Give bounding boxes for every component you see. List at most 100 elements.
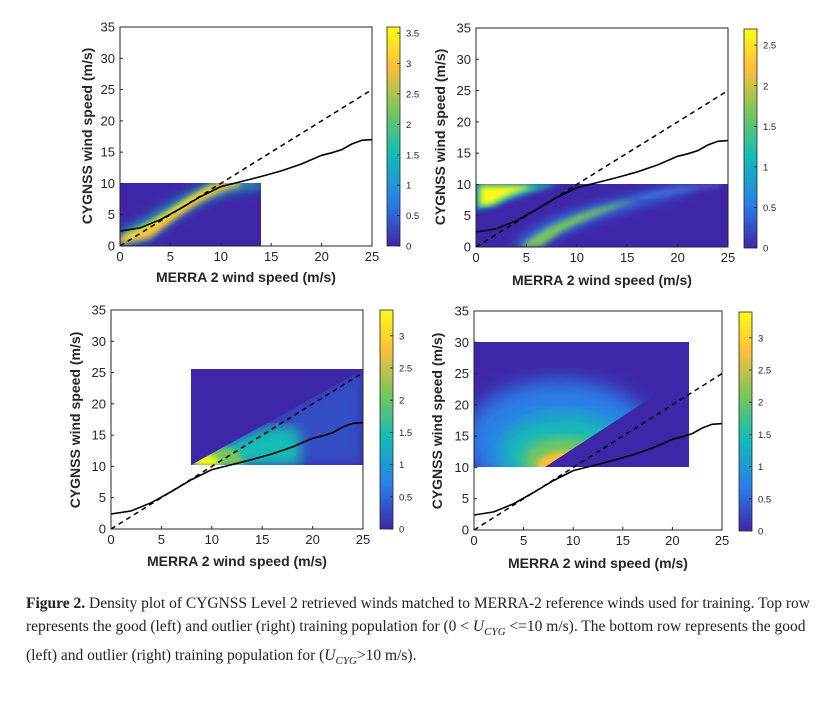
colorbar [743,28,758,249]
figure-caption: Figure 2. Density plot of CYGNSS Level 2… [26,592,816,673]
y-axis-label: CYGNSS wind speed (m/s) [67,332,83,509]
mean-wind-curve [119,138,373,232]
y-tick-label: 20 [92,396,106,411]
mean-curve-path [119,138,373,232]
one-to-one-dashed [475,89,729,248]
x-axis-label: MERRA 2 wind speed (m/s) [147,553,327,569]
colorbar-tick-label: 2 [763,81,768,92]
caption-text-1: Density plot of CYGNSS Level 2 retrieved… [26,595,810,635]
x-tick-label: 25 [721,250,735,265]
colorbar-tick-label: 2 [399,396,404,407]
colorbar [379,309,394,530]
colorbar-ticks: 0 0.5 1 1.5 2 2.5 [754,41,776,255]
colorbar-ticks: 0 0.5 1 1.5 2 2.5 3 [390,331,412,536]
one-to-one-dashed [473,372,723,531]
y-tick-label: 35 [457,21,471,36]
colorbar-tick-label: 2 [758,398,763,409]
y-tick-label: 0 [462,523,469,538]
x-axis-ticks: 0 5 10 15 20 25 [472,244,735,265]
x-axis-ticks: 0 5 10 15 20 25 [116,243,379,264]
y-tick-label: 25 [101,82,115,97]
x-axis-label: MERRA 2 wind speed (m/s) [512,272,692,288]
y-tick-label: 30 [92,334,106,349]
x-axis-ticks: 0 5 10 15 20 25 [470,527,729,548]
y-tick-label: 35 [101,20,115,35]
x-tick-label: 5 [520,533,527,548]
x-tick-label: 15 [616,533,630,548]
y-tick-label: 35 [455,304,469,319]
mean-curve-path [475,139,729,233]
colorbar [386,26,401,247]
colorbar-tick-label: 0.5 [399,492,412,503]
y-tick-label: 20 [101,113,115,128]
x-tick-label: 20 [305,532,319,547]
caption-variable: UCYG [472,618,506,639]
x-tick-label: 25 [715,533,729,548]
y-axis-ticks: 0 5 10 15 20 25 30 35 [457,21,479,255]
x-axis-label: MERRA 2 wind speed (m/s) [508,555,688,571]
x-tick-label: 15 [264,249,278,264]
y-tick-label: 30 [101,51,115,66]
x-axis-ticks: 0 5 10 15 20 25 [107,526,370,547]
y-tick-label: 10 [457,177,471,192]
one-to-one-line [119,88,373,247]
y-tick-label: 5 [464,208,471,223]
colorbar-tick-label: 2.5 [758,365,771,376]
colorbar-tick-label: 2.5 [399,363,412,374]
y-tick-label: 15 [455,429,469,444]
one-to-one-dashed [119,88,373,247]
colorbar-tick-label: 1.5 [758,430,771,441]
x-axis-label: MERRA 2 wind speed (m/s) [156,269,336,285]
y-tick-label: 15 [92,428,106,443]
y-tick-label: 0 [99,522,106,537]
colorbar-tick-label: 1 [406,181,411,192]
x-tick-label: 10 [205,532,219,547]
caption-label: Figure 2. [26,595,86,612]
y-tick-label: 25 [455,366,469,381]
colorbar-ticks: 0 0.5 1 1.5 2 2.5 3 3.5 [397,29,419,253]
x-tick-label: 20 [665,533,679,548]
y-tick-label: 20 [457,114,471,129]
y-tick-label: 0 [108,239,115,254]
y-axis-ticks: 0 5 10 15 20 25 30 35 [92,303,114,537]
y-tick-label: 5 [108,207,115,222]
x-tick-label: 10 [214,249,228,264]
one-to-one-line [473,372,723,531]
colorbar-tick-label: 1 [763,162,768,173]
axes-frame [473,310,723,531]
density-heatmap [474,342,689,467]
y-tick-label: 10 [92,459,106,474]
y-tick-label: 10 [455,460,469,475]
mean-wind-curve [110,421,364,515]
colorbar-ticks: 0 0.5 1 1.5 2 2.5 3 [749,333,771,538]
y-axis-ticks: 0 5 10 15 20 25 30 35 [455,304,477,538]
colorbar-tick-label: 3 [399,331,404,342]
axes-frame [119,26,373,247]
colorbar-tick-label: 1.5 [763,122,776,133]
axes-frame [110,309,364,530]
x-tick-label: 0 [470,533,477,548]
caption-text-3: ( [319,647,325,665]
x-tick-label: 10 [566,533,580,548]
colorbar-tick-label: 1 [399,460,404,471]
y-tick-label: 0 [464,240,471,255]
mean-wind-curve [475,139,729,233]
density-heatmap [120,183,261,246]
y-tick-label: 35 [92,303,106,318]
colorbar-tick-label: 0 [758,527,763,538]
colorbar-tick-label: 0 [763,244,768,255]
x-tick-label: 5 [523,250,530,265]
caption-text-2: <=10 m/s). The bottom row represents the… [26,618,806,665]
y-axis-label: CYGNSS wind speed (m/s) [432,49,448,226]
x-tick-label: 0 [107,532,114,547]
y-axis-ticks: 0 5 10 15 20 25 30 35 [101,20,123,254]
density-heatmap [476,184,728,247]
colorbar-tick-label: 1 [758,462,763,473]
y-tick-label: 5 [99,490,106,505]
colorbar-tick-label: 3 [758,333,763,344]
colorbar-tick-label: 0.5 [763,203,776,214]
